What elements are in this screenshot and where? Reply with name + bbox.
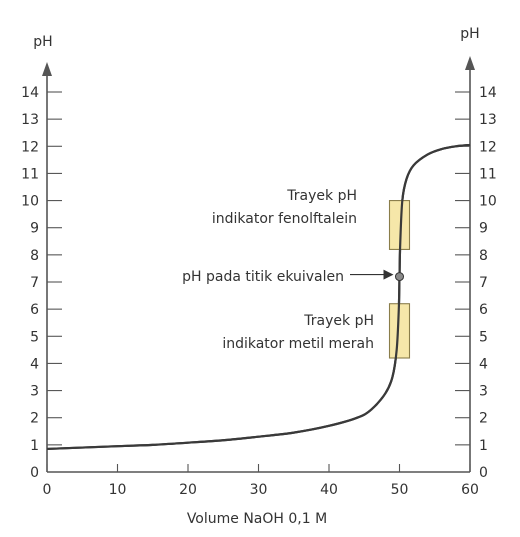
y-tick-label-right-6: 6 (479, 302, 488, 318)
y-tick-label-right-3: 3 (479, 384, 488, 400)
x-tick-label-40: 40 (320, 482, 338, 498)
y-tick-label-right-11: 11 (479, 166, 497, 182)
y-tick-label-right-0: 0 (479, 465, 488, 481)
annotation-fenolftalein-line2: indikator fenolftalein (212, 211, 357, 227)
y-tick-label-right-13: 13 (479, 112, 497, 128)
y-tick-label-right-2: 2 (479, 411, 488, 427)
axes (42, 56, 475, 473)
y-tick-label-left-3: 3 (30, 384, 39, 400)
y-axis-label-right: pH (460, 26, 479, 42)
y-tick-label-left-4: 4 (30, 356, 39, 372)
y-tick-label-right-10: 10 (479, 194, 497, 210)
y-tick-label-right-4: 4 (479, 356, 488, 372)
annotation-metil-line2: indikator metil merah (222, 336, 374, 352)
equivalence-point-marker (395, 272, 404, 282)
x-tick-label-0: 0 (43, 482, 52, 498)
equivalence-point-group (350, 269, 404, 282)
y-tick-label-left-12: 12 (21, 139, 39, 155)
annotation-equivalence: pH pada titik ekuivalen (182, 269, 344, 285)
x-tick-label-20: 20 (179, 482, 197, 498)
y-tick-label-left-9: 9 (30, 221, 39, 237)
y-tick-label-left-0: 0 (30, 465, 39, 481)
x-tick-label-10: 10 (109, 482, 127, 498)
y-tick-label-left-2: 2 (30, 411, 39, 427)
equivalence-arrow-head (383, 269, 394, 280)
y-axis-label-left: pH (33, 34, 52, 50)
y-tick-label-right-7: 7 (479, 275, 488, 291)
y-tick-label-left-7: 7 (30, 275, 39, 291)
y-tick-label-left-14: 14 (21, 85, 39, 101)
titration-curve-overlay (46, 143, 471, 451)
y-tick-label-right-1: 1 (479, 438, 488, 454)
y-tick-label-right-8: 8 (479, 248, 488, 264)
y-tick-label-left-13: 13 (21, 112, 39, 128)
y-tick-label-left-10: 10 (21, 194, 39, 210)
y-tick-label-left-6: 6 (30, 302, 39, 318)
y-tick-label-right-12: 12 (479, 139, 497, 155)
x-axis-label: Volume NaOH 0,1 M (187, 511, 327, 527)
titration-curve (46, 143, 471, 451)
y-tick-label-right-9: 9 (479, 221, 488, 237)
y-axis-right-arrow (465, 56, 475, 70)
x-tick-label-30: 30 (250, 482, 268, 498)
annotation-fenolftalein-line1: Trayek pH (286, 188, 357, 204)
y-tick-label-left-8: 8 (30, 248, 39, 264)
y-tick-label-left-5: 5 (30, 329, 39, 345)
x-tick-label-50: 50 (391, 482, 409, 498)
annotation-metil-line1: Trayek pH (303, 313, 374, 329)
y-tick-label-left-11: 11 (21, 166, 39, 182)
y-axis-left-arrow (42, 62, 52, 76)
y-tick-label-left-1: 1 (30, 438, 39, 454)
x-tick-label-60: 60 (461, 482, 479, 498)
y-tick-label-right-14: 14 (479, 85, 497, 101)
y-tick-label-right-5: 5 (479, 329, 488, 345)
